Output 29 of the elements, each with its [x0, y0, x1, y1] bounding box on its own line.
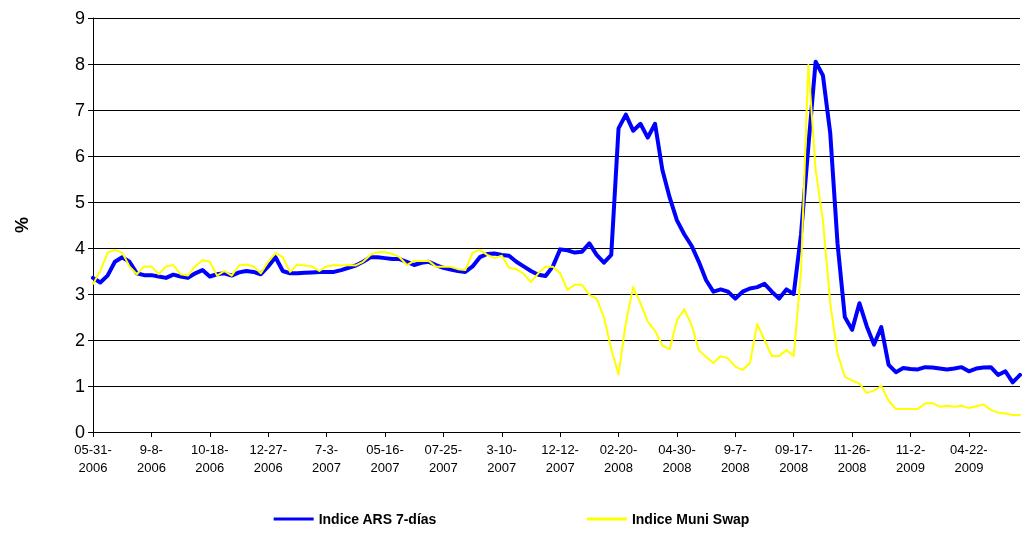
x-tick-label: 9-8-2006: [136, 441, 166, 475]
x-tick-label: 3-10-2007: [486, 441, 517, 475]
y-tick-label: 6: [74, 146, 85, 166]
x-tick-label: 12-12-2007: [541, 441, 579, 475]
x-tick-label: 12-27-2006: [249, 441, 287, 475]
legend-label: Indice Muni Swap: [631, 511, 750, 527]
y-tick-label: 9: [74, 8, 85, 28]
x-tick-label: 10-18-2006: [191, 441, 229, 475]
y-tick-label: 7: [74, 100, 85, 120]
x-tick-label: 04-30-2008: [658, 441, 696, 475]
x-tick-label: 04-22-2009: [950, 441, 988, 475]
x-tick-label: 7-3-2007: [312, 441, 342, 475]
x-tick-label: 11-26-2008: [833, 441, 871, 475]
x-tick-label: 09-17-2008: [774, 441, 813, 475]
y-tick-label: 5: [74, 192, 85, 212]
y-tick-label: 2: [74, 330, 85, 350]
x-tick-label: 9-7-2008: [720, 441, 750, 475]
y-tick-label: 8: [74, 54, 85, 74]
y-axis-title: %: [12, 216, 32, 234]
x-tick-label: 07-25-2007: [424, 441, 463, 475]
x-tick-label: 05-16-2007: [366, 441, 404, 475]
y-tick-label: 3: [74, 284, 85, 304]
y-tick-label: 0: [74, 422, 85, 442]
y-tick-label: 4: [74, 238, 85, 258]
x-tick-label: 02-20-2008: [599, 441, 638, 475]
x-tick-label: 11-2-2009: [895, 441, 926, 475]
legend-label: Indice ARS 7-días: [318, 511, 437, 527]
y-tick-label: 1: [74, 376, 85, 396]
x-tick-label: 05-31-2006: [74, 441, 112, 475]
